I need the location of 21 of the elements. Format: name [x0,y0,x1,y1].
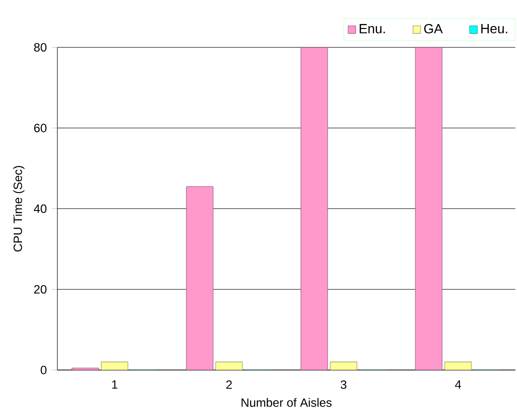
bar [330,362,358,370]
bar [444,362,472,370]
x-tick-label: 2 [226,380,232,389]
legend-label: Enu. [360,24,385,34]
bar [215,362,243,370]
legend-label: Heu. [481,24,508,34]
y-tick-label: 80 [34,43,46,52]
y-tick-label: 60 [34,124,46,132]
legend-label: GA [424,24,443,34]
x-tick-label: 1 [112,380,118,389]
bar [415,47,442,370]
y-tick-label: 40 [34,204,46,213]
x-tick-label: 3 [340,380,346,389]
y-axis-title: CPU Time (Sec) [13,166,24,252]
bar [100,362,128,370]
x-tick-label: 4 [455,380,462,389]
bar [300,47,328,370]
y-tick-label: 0 [40,366,46,374]
x-axis-title: Number of Aisles [242,398,332,407]
bar [186,186,214,370]
y-tick-label: 20 [34,285,46,294]
